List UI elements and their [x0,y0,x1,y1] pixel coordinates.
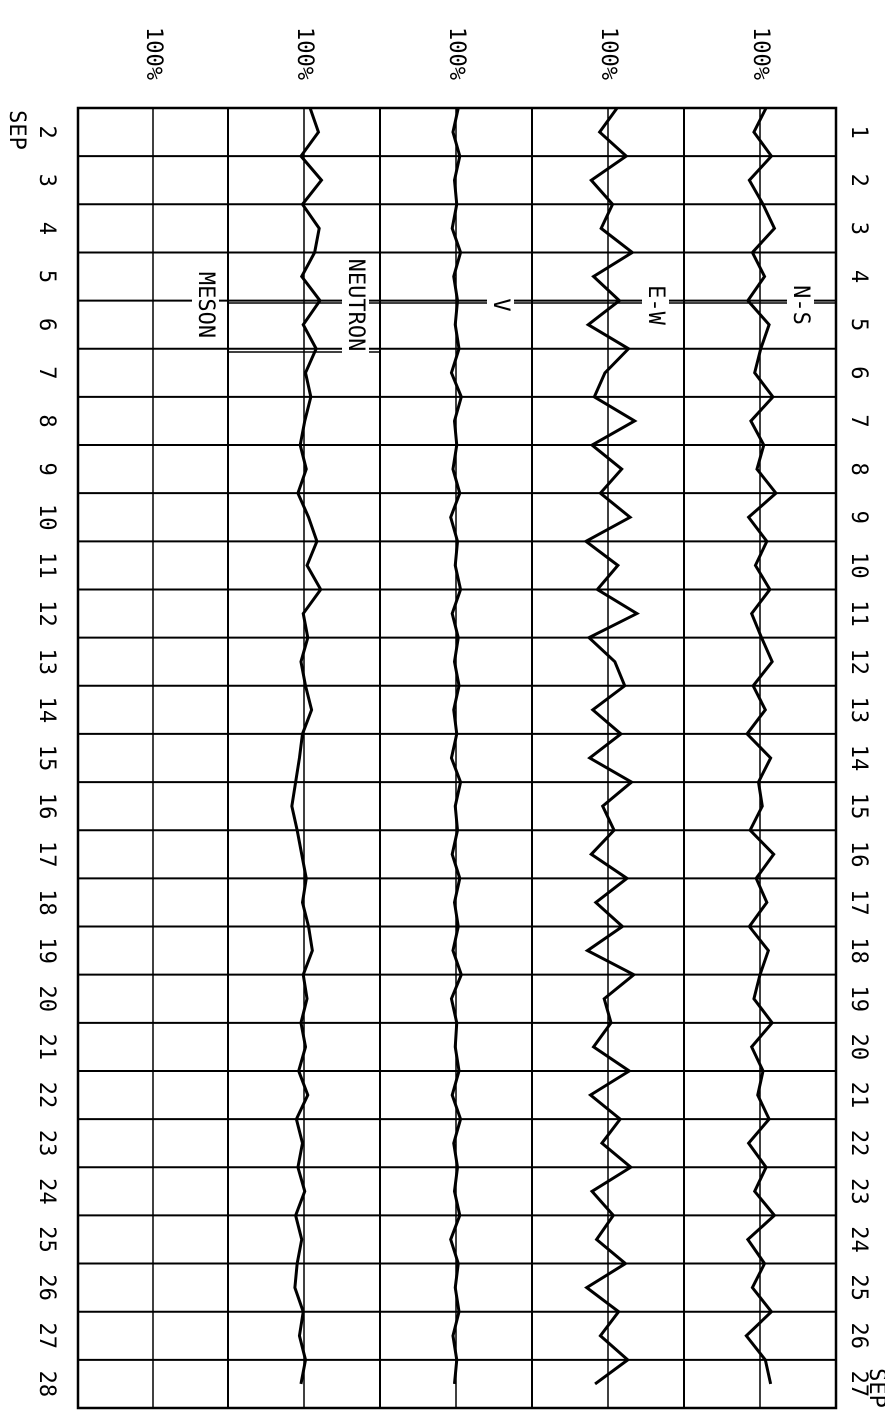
trace [583,107,640,1386]
x-tick-label: 15 [846,793,871,820]
x-tick-label: 27 [846,1371,871,1398]
x2-tick-label: 24 [34,1178,59,1205]
y-tick-label: 100% [596,27,621,80]
x2-tick-label: 15 [34,745,59,772]
month-label: SEP [4,110,29,150]
label-backing [642,282,669,329]
x2-tick-label: 17 [34,841,59,868]
series-label: V [488,298,513,311]
x2-tick-label: 20 [34,985,59,1012]
series-label: N-S [788,285,813,325]
x-tick-label: 14 [846,745,871,772]
x-tick-label: 22 [846,1130,871,1157]
plot-border [76,106,838,1410]
x2-tick-label: 7 [34,366,59,379]
x2-tick-label: 6 [34,318,59,331]
x-tick-label: 6 [846,366,871,379]
label-backing [192,268,219,342]
x-tick-label: 4 [846,270,871,283]
x2-tick-label: 2 [34,125,59,138]
x-tick-label: 8 [846,462,871,475]
trace [449,107,463,1385]
x-tick-label: 17 [846,889,871,916]
x-tick-label: 7 [846,414,871,427]
x-tick-label: 10 [846,552,871,579]
label-backing [342,255,369,355]
x-tick-label: 16 [846,841,871,868]
x-tick-label: 23 [846,1178,871,1205]
x2-tick-label: 25 [34,1226,59,1253]
series-label: MESON [193,272,218,338]
x-tick-label: 3 [846,222,871,235]
x2-tick-label: 13 [34,648,59,675]
x-tick-label: 25 [846,1274,871,1301]
x2-tick-label: 10 [34,504,59,531]
x2-tick-label: 18 [34,889,59,916]
y-tick-label: 100% [444,27,469,80]
trace [290,107,324,1385]
x2-tick-label: 28 [34,1371,59,1398]
label-backing [787,282,814,328]
x-tick-label: 24 [846,1226,871,1253]
x2-tick-label: 5 [34,270,59,283]
x2-tick-label: 27 [34,1323,59,1350]
label-backing [487,295,514,315]
y-tick-label: 100% [748,27,773,80]
x2-tick-label: 23 [34,1130,59,1157]
x-tick-label: 1 [846,125,871,138]
trace [744,107,779,1385]
x-tick-label: 26 [846,1323,871,1350]
x2-tick-label: 21 [34,1034,59,1061]
x2-tick-label: 22 [34,1082,59,1109]
x2-tick-label: 8 [34,414,59,427]
x-tick-label: 5 [846,318,871,331]
x-tick-label: 12 [846,648,871,675]
x2-tick-label: 9 [34,462,59,475]
x-tick-label: 19 [846,985,871,1012]
x2-tick-label: 3 [34,174,59,187]
x2-tick-label: 19 [34,937,59,964]
rotated-chart: 1234567891011121314151617181920212223242… [4,27,885,1410]
x2-tick-label: 11 [34,552,59,579]
x-tick-label: 2 [846,174,871,187]
x-tick-label: 11 [846,600,871,627]
x-tick-label: 9 [846,511,871,524]
x2-tick-label: 26 [34,1274,59,1301]
y-tick-label: 100% [141,27,166,80]
x-tick-label: 20 [846,1034,871,1061]
x2-tick-label: 16 [34,793,59,820]
y-tick-label: 100% [292,27,317,80]
x-tick-label: 21 [846,1082,871,1109]
month-label: SEP [864,1368,885,1408]
x2-tick-label: 12 [34,600,59,627]
x2-tick-label: 4 [34,222,59,235]
series-label: E-W [643,285,668,325]
x2-tick-label: 14 [34,697,59,724]
x-tick-label: 13 [846,697,871,724]
series-label: NEUTRON [343,259,368,352]
x-tick-label: 18 [846,937,871,964]
